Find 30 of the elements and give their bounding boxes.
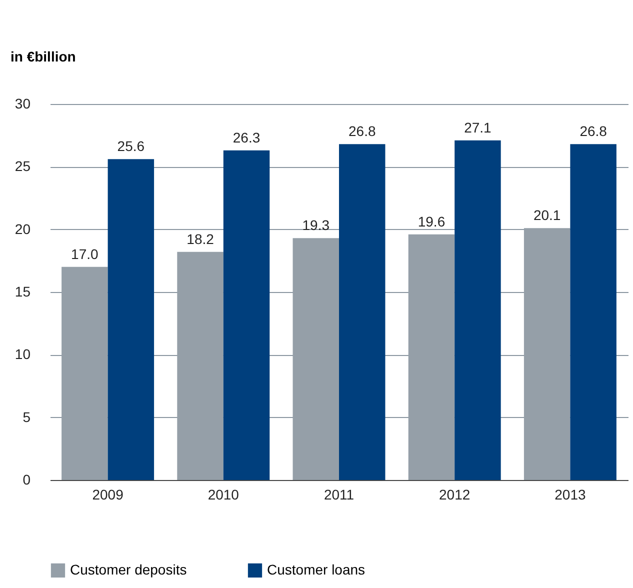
y-tick-label: 20 xyxy=(14,220,31,237)
data-label: 25.6 xyxy=(117,138,145,154)
data-label: 26.8 xyxy=(348,123,376,140)
data-label: 17.0 xyxy=(71,246,99,262)
x-tick-label: 2011 xyxy=(324,486,354,502)
data-label: 19.3 xyxy=(302,217,330,234)
bar xyxy=(223,150,270,480)
data-label: 19.6 xyxy=(418,213,446,230)
y-axis-title: in €billion xyxy=(10,48,76,64)
y-tick-label: 10 xyxy=(14,346,31,362)
x-tick-label: 2012 xyxy=(439,486,470,502)
data-label: 27.1 xyxy=(464,119,492,136)
y-tick-label: 15 xyxy=(14,284,31,300)
data-label: 26.3 xyxy=(232,129,260,146)
x-tick-label: 2009 xyxy=(92,486,124,502)
legend-label: Customer loans xyxy=(267,561,366,578)
bar xyxy=(454,140,501,480)
y-tick-label: 5 xyxy=(22,408,31,425)
data-label: 26.8 xyxy=(580,123,608,140)
y-tick-label: 0 xyxy=(22,472,31,488)
data-label: 18.2 xyxy=(186,230,214,247)
y-tick-label: 25 xyxy=(14,158,31,174)
x-tick-label: 2013 xyxy=(554,486,586,502)
legend-label: Customer deposits xyxy=(70,561,187,578)
y-tick-label: 30 xyxy=(14,96,31,112)
data-label: 20.1 xyxy=(533,207,561,224)
bar xyxy=(108,159,154,480)
x-tick-label: 2010 xyxy=(208,486,240,502)
bar xyxy=(339,144,386,480)
bar xyxy=(570,144,616,480)
